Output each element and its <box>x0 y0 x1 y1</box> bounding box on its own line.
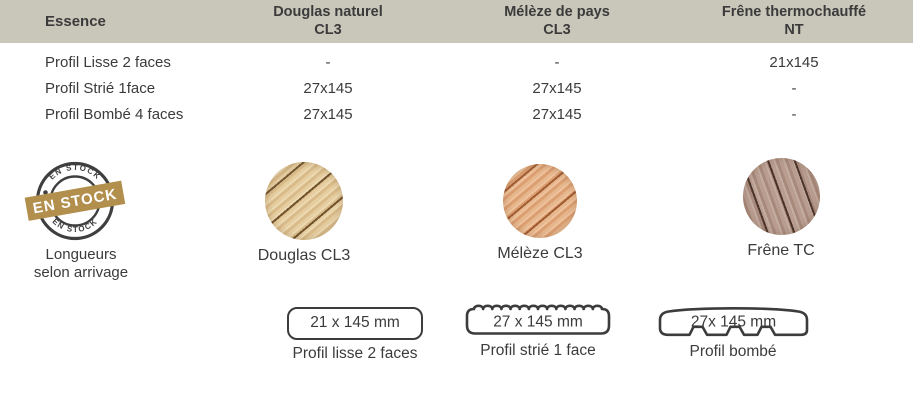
profile-strie-shape: 27 x 145 mm <box>465 304 611 335</box>
column-header-meleze: Mélèze de pays CL3 <box>437 3 677 39</box>
column-header-line1: Mélèze de pays <box>504 4 610 20</box>
swatch-frene: Frêne TC <box>691 158 871 260</box>
swatch-meleze: Mélèze CL3 <box>450 164 630 263</box>
profile-lisse: 21 x 145 mm Profil lisse 2 faces <box>260 307 450 363</box>
en-stock-stamp: EN STOCK EN STOCK EN STOCK <box>24 152 126 250</box>
stamp-ring-text-top: EN STOCK <box>47 163 101 182</box>
table-header: Essence Douglas naturel CL3 Mélèze de pa… <box>0 0 913 43</box>
cell-value: 27x145 <box>532 80 582 97</box>
profile-dimension: 27x 145 mm <box>690 314 775 331</box>
stamp-ring-text-bottom: EN STOCK <box>51 217 99 234</box>
swatch-douglas: Douglas CL3 <box>214 162 394 265</box>
swatch-label: Douglas CL3 <box>257 247 351 264</box>
column-header-line2: CL3 <box>543 22 571 38</box>
wood-photo-douglas <box>265 162 343 240</box>
cell-value: - <box>554 54 560 71</box>
stock-availability-note: Longueurs selon arrivage <box>0 246 162 282</box>
table-row: Profil Lisse 2 faces - - 21x145 <box>0 51 913 77</box>
column-header-line2: NT <box>784 22 804 38</box>
profile-label: Profil bombé <box>689 343 777 360</box>
swatch-label: Frêne TC <box>747 242 815 259</box>
swatch-label: Mélèze CL3 <box>497 245 583 262</box>
svg-text:EN STOCK: EN STOCK <box>47 163 102 182</box>
cell-value: - <box>791 80 797 97</box>
table-row: Profil Strié 1face 27x145 27x145 - <box>0 77 913 103</box>
profile-label: Profil strié 1 face <box>480 342 596 359</box>
wood-photo-frene <box>742 158 820 235</box>
cell-value: 27x145 <box>303 106 353 123</box>
cell-value: 27x145 <box>532 106 582 123</box>
profile-bombe: 27x 145 mm Profil bombé <box>638 303 828 361</box>
stock-note-line2: selon arrivage <box>33 264 129 281</box>
row-label-profil-bombe: Profil Bombé 4 faces <box>45 106 184 123</box>
column-header-douglas: Douglas naturel CL3 <box>208 3 448 39</box>
stock-note-line1: Longueurs <box>45 246 117 263</box>
row-label-profil-strie: Profil Strié 1face <box>45 80 156 97</box>
wood-photo-meleze <box>503 164 577 238</box>
svg-text:EN STOCK: EN STOCK <box>51 217 100 234</box>
column-header-line1: Douglas naturel <box>273 4 383 20</box>
cell-value: - <box>325 54 331 71</box>
cell-value: - <box>791 106 797 123</box>
profile-label: Profil lisse 2 faces <box>292 345 418 362</box>
profile-lisse-shape: 21 x 145 mm <box>287 307 423 340</box>
row-label-profil-lisse: Profil Lisse 2 faces <box>45 54 171 71</box>
profile-strie: 27 x 145 mm Profil strié 1 face <box>443 302 633 360</box>
stamp-seal-icon: EN STOCK EN STOCK EN STOCK <box>24 161 126 241</box>
column-header-line2: CL3 <box>314 22 342 38</box>
profile-dimension: 27 x 145 mm <box>493 314 583 331</box>
table-row: Profil Bombé 4 faces 27x145 27x145 - <box>0 103 913 129</box>
cell-value: 21x145 <box>769 54 819 71</box>
column-header-frene: Frêne thermochauffé NT <box>674 3 913 39</box>
profile-bombe-shape: 27x 145 mm <box>658 307 808 337</box>
cell-value: 27x145 <box>303 80 353 97</box>
column-header-essence: Essence <box>45 13 106 30</box>
column-header-line1: Frêne thermochauffé <box>721 4 867 20</box>
profile-dimension: 21 x 145 mm <box>310 314 400 331</box>
